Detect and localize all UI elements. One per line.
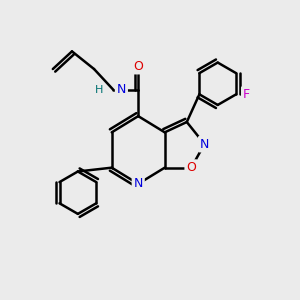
Text: O: O <box>186 161 196 174</box>
Text: N: N <box>117 83 126 96</box>
Text: F: F <box>243 88 250 101</box>
Text: N: N <box>200 138 209 151</box>
Text: H: H <box>94 85 103 94</box>
Text: N: N <box>134 177 143 190</box>
Text: O: O <box>133 60 143 73</box>
